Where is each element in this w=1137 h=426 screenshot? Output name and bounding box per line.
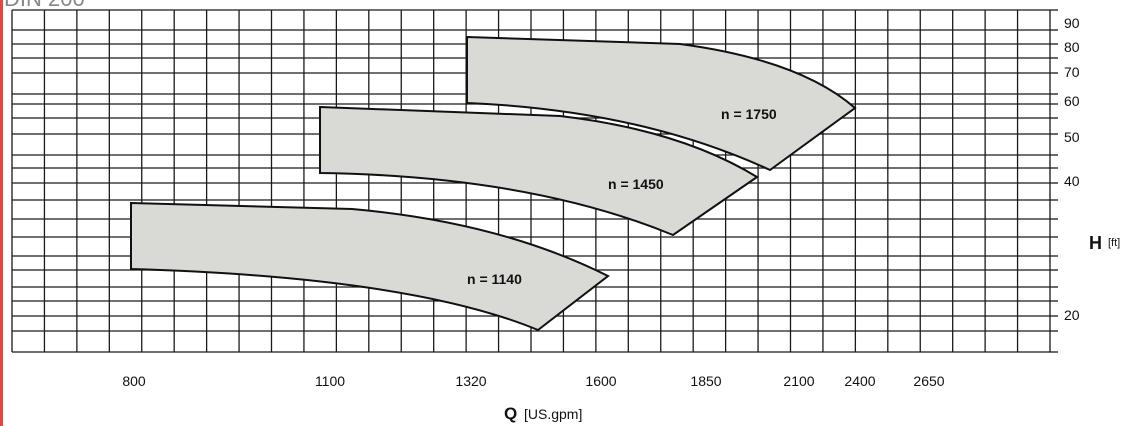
- y-axis-unit: [ft]: [1108, 237, 1120, 249]
- x-tick-label: 1100: [315, 373, 345, 389]
- x-tick-label: 800: [122, 373, 146, 389]
- region-n-1140: [130, 201, 610, 332]
- series-label: n = 1140: [467, 271, 522, 287]
- y-tick-label: 50: [1064, 129, 1080, 145]
- y-tick-label: 20: [1064, 307, 1080, 323]
- x-tick-label: 1600: [585, 373, 616, 389]
- operating-regions: [130, 35, 857, 332]
- x-tick-label: 2650: [913, 373, 944, 389]
- y-axis-ticks: 90 80 70 60 50 40 20: [1064, 15, 1080, 323]
- x-axis-unit: [US.gpm]: [524, 406, 582, 422]
- y-tick-label: 40: [1064, 173, 1080, 189]
- y-tick-label: 60: [1064, 93, 1080, 109]
- x-axis-title: Q: [504, 404, 517, 423]
- y-axis-title: H: [1089, 233, 1102, 253]
- x-tick-label: 1320: [455, 373, 486, 389]
- series-labels: n = 1140 n = 1450 n = 1750: [467, 106, 777, 287]
- y-tick-label: 70: [1064, 64, 1080, 80]
- chart-title-fragment: DIN 200: [4, 0, 85, 11]
- series-label: n = 1750: [721, 106, 777, 122]
- y-tick-label: 90: [1064, 15, 1080, 31]
- left-edge-accent: [0, 0, 3, 426]
- region-n-1750: [466, 35, 857, 172]
- x-axis-ticks: 800 1100 1320 1600 1850 2100 2400 2650: [122, 373, 944, 389]
- y-tick-label: 80: [1064, 39, 1080, 55]
- x-tick-label: 2100: [783, 373, 814, 389]
- region-n-1450: [319, 105, 759, 237]
- x-tick-label: 2400: [844, 373, 875, 389]
- series-label: n = 1450: [608, 176, 664, 192]
- x-tick-label: 1850: [690, 373, 721, 389]
